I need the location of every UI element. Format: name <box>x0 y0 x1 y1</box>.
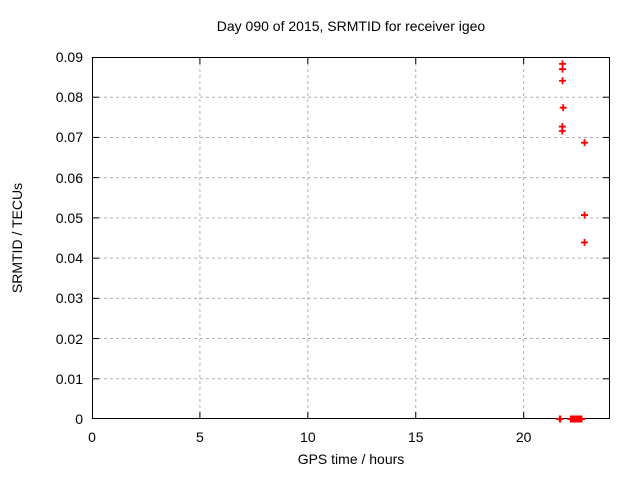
x-tick-label: 0 <box>88 429 96 445</box>
x-tick-label: 10 <box>300 429 316 445</box>
y-tick-label: 0.02 <box>55 330 83 347</box>
data-point-marker <box>581 139 589 147</box>
y-tick-label: 0.03 <box>55 290 83 307</box>
data-point-marker <box>581 238 589 246</box>
y-tick-label: 0.04 <box>55 250 83 267</box>
y-axis-title: SRMTID / TECUs <box>9 182 25 294</box>
plot-border <box>92 57 610 419</box>
data-point-marker <box>581 211 589 219</box>
data-point-marker <box>559 77 567 85</box>
y-tick-label: 0.01 <box>55 370 83 387</box>
y-tick-label: 0.07 <box>55 129 83 146</box>
data-point-marker <box>558 127 566 135</box>
data-point-marker <box>559 104 567 112</box>
x-tick-label: 15 <box>407 429 424 445</box>
plot-svg <box>92 57 610 423</box>
data-point-marker <box>559 65 567 73</box>
y-tick-label: 0.09 <box>55 49 83 65</box>
data-point-marker <box>578 415 586 423</box>
x-axis-title: GPS time / hours <box>297 451 405 467</box>
x-tick-label: 20 <box>515 429 532 445</box>
plot-area <box>92 57 610 423</box>
x-tick-label: 5 <box>196 429 204 445</box>
y-tick-label: 0 <box>75 411 83 427</box>
y-tick-label: 0.06 <box>55 169 83 186</box>
chart-title: Day 090 of 2015, SRMTID for receiver ige… <box>216 18 486 34</box>
y-tick-label: 0.05 <box>55 209 83 226</box>
data-point-marker <box>556 415 564 423</box>
y-tick-label: 0.08 <box>55 89 83 106</box>
